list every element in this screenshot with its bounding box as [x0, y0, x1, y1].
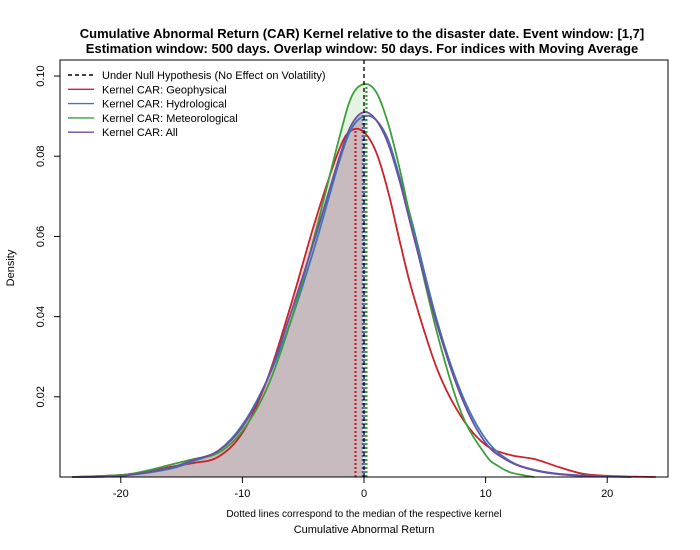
y-axis-label: Density [5, 249, 17, 286]
median-note: Dotted lines correspond to the median of… [226, 509, 501, 520]
y-tick-label: 0.10 [35, 65, 47, 86]
x-axis-label: Cumulative Abnormal Return [294, 524, 435, 536]
legend-label: Kernel CAR: Meteorological [102, 113, 238, 125]
x-tick-label: -10 [234, 488, 250, 500]
density-curves [72, 83, 656, 478]
legend-label: Kernel CAR: Geophysical [102, 84, 227, 96]
x-tick-label: -20 [113, 488, 129, 500]
x-tick-label: 0 [361, 488, 367, 500]
density-fill [72, 113, 363, 478]
x-axis: -20 -10 0 10 20 [113, 476, 613, 500]
chart-subtitle: Estimation window: 500 days. Overlap win… [86, 41, 638, 56]
y-tick-label: 0.08 [35, 146, 47, 167]
y-axis: 0.02 0.04 0.06 0.08 0.10 [35, 65, 61, 408]
density-curve [72, 111, 632, 478]
legend-label: Under Null Hypothesis (No Effect on Vola… [102, 70, 326, 82]
legend-label: Kernel CAR: All [102, 127, 178, 139]
y-tick-label: 0.06 [35, 226, 47, 247]
density-curve [72, 127, 656, 478]
median-lines [354, 85, 368, 477]
y-tick-label: 0.04 [35, 306, 47, 327]
density-fills [72, 83, 367, 478]
legend-label: Kernel CAR: Hydrological [102, 99, 227, 111]
x-tick-label: 10 [479, 488, 491, 500]
x-tick-label: 20 [601, 488, 613, 500]
legend: Under Null Hypothesis (No Effect on Vola… [68, 70, 326, 139]
y-tick-label: 0.02 [35, 386, 47, 407]
chart-title: Cumulative Abnormal Return (CAR) Kernel … [80, 26, 644, 41]
